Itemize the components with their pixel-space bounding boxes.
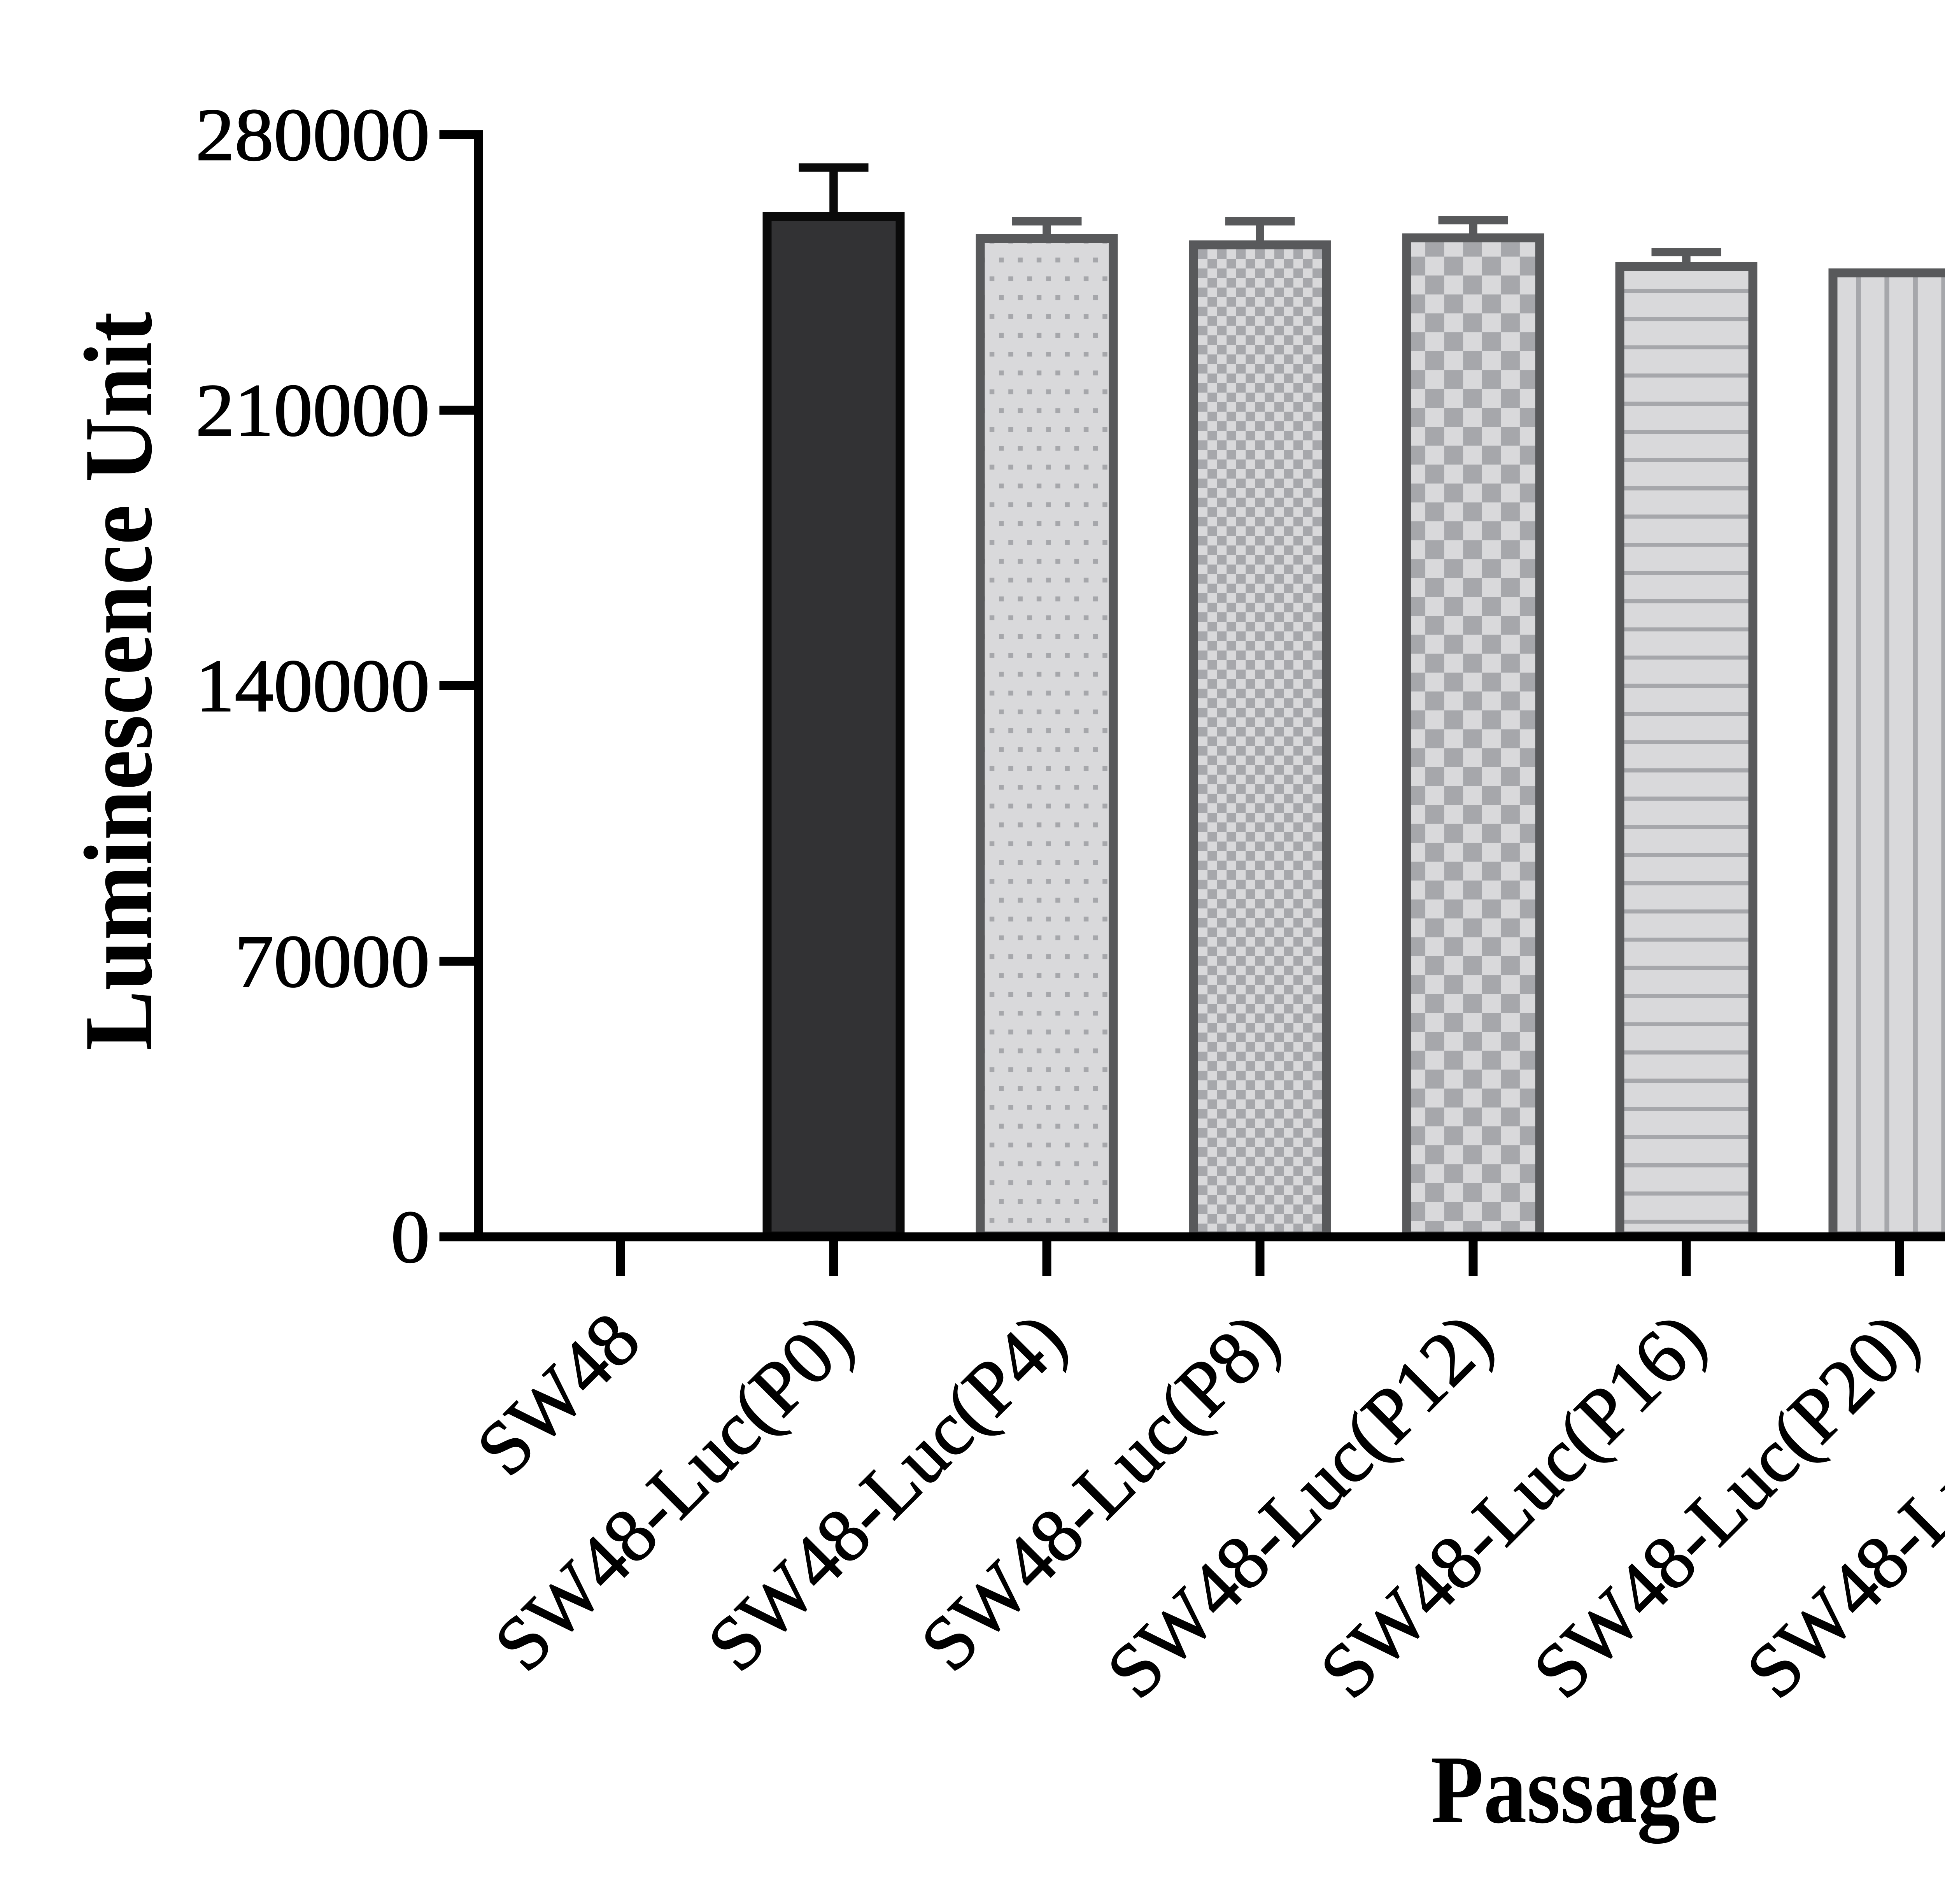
svg-text:Passage: Passage bbox=[1431, 1736, 1719, 1844]
svg-text:280000: 280000 bbox=[196, 93, 430, 176]
svg-text:Luminescence Unit: Luminescence Unit bbox=[65, 312, 172, 1051]
svg-text:140000: 140000 bbox=[196, 644, 430, 728]
svg-text:210000: 210000 bbox=[196, 368, 430, 452]
svg-text:0: 0 bbox=[391, 1195, 430, 1278]
svg-text:70000: 70000 bbox=[235, 920, 430, 1003]
